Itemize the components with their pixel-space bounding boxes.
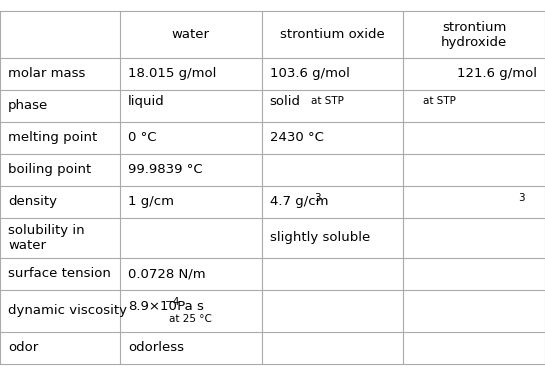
Text: liquid: liquid [128, 95, 165, 108]
Text: strontium oxide: strontium oxide [280, 28, 385, 41]
Text: 121.6 g/mol: 121.6 g/mol [457, 68, 537, 80]
Text: molar mass: molar mass [8, 68, 86, 80]
Text: at STP: at STP [311, 96, 344, 106]
Text: at 25 °C: at 25 °C [169, 314, 212, 324]
Text: 0 °C: 0 °C [128, 131, 156, 144]
Text: dynamic viscosity: dynamic viscosity [8, 304, 127, 317]
Text: solubility in
water: solubility in water [8, 224, 85, 252]
Text: 3: 3 [314, 193, 321, 203]
Text: 103.6 g/mol: 103.6 g/mol [270, 68, 350, 80]
Text: 0.0728 N/m: 0.0728 N/m [128, 267, 205, 280]
Text: water: water [172, 28, 210, 41]
Text: at STP: at STP [423, 96, 456, 106]
Text: strontium
hydroxide: strontium hydroxide [441, 21, 507, 48]
Text: surface tension: surface tension [8, 267, 111, 280]
Text: 99.9839 °C: 99.9839 °C [128, 163, 203, 176]
Text: 2430 °C: 2430 °C [270, 131, 324, 144]
Text: Pa s: Pa s [173, 300, 204, 313]
Text: odorless: odorless [128, 341, 184, 354]
Text: −4: −4 [165, 297, 180, 307]
Text: 4.7 g/cm: 4.7 g/cm [270, 195, 328, 208]
Text: odor: odor [8, 341, 39, 354]
Text: 18.015 g/mol: 18.015 g/mol [128, 68, 216, 80]
Text: 1 g/cm: 1 g/cm [128, 195, 174, 208]
Text: boiling point: boiling point [8, 163, 92, 176]
Text: melting point: melting point [8, 131, 98, 144]
Text: 3: 3 [518, 193, 525, 203]
Text: density: density [8, 195, 57, 208]
Text: phase: phase [8, 99, 49, 112]
Text: slightly soluble: slightly soluble [270, 231, 370, 244]
Text: solid: solid [270, 95, 301, 108]
Text: 8.9×10: 8.9×10 [128, 300, 177, 313]
